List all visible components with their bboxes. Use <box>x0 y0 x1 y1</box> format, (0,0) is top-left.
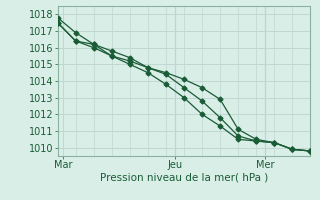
X-axis label: Pression niveau de la mer( hPa ): Pression niveau de la mer( hPa ) <box>100 173 268 183</box>
